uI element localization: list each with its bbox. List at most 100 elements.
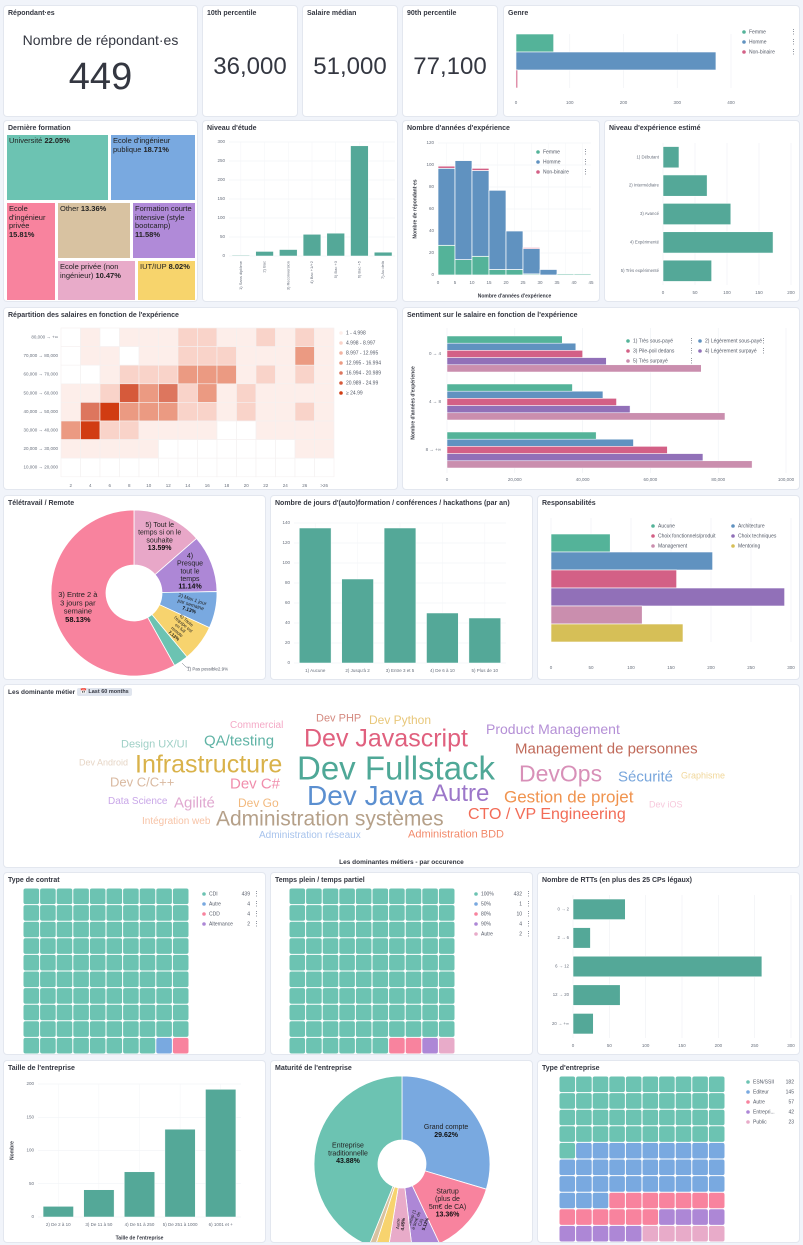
heatmap-cell[interactable] [216, 457, 237, 478]
heatmap-cell[interactable] [294, 383, 315, 403]
heatmap-cell[interactable] [119, 383, 140, 403]
heatmap-cell[interactable] [138, 402, 159, 422]
heatmap-cell[interactable] [99, 420, 120, 440]
treemap-cell[interactable]: IUT/IUP 8.02% [137, 260, 196, 301]
wordcloud-word[interactable]: Sécurité [618, 768, 674, 786]
heatmap-cell[interactable] [197, 402, 218, 422]
heatmap-cell[interactable] [158, 383, 179, 403]
heatmap-cell[interactable] [255, 383, 276, 403]
heatmap-cell[interactable] [294, 439, 315, 459]
legend-menu-icon[interactable]: ⋮ [797, 1089, 799, 1096]
heatmap-cell[interactable] [99, 327, 120, 347]
heatmap-cell[interactable] [80, 327, 101, 347]
heatmap-cell[interactable] [275, 457, 296, 478]
heatmap-cell[interactable] [197, 327, 218, 347]
wordcloud-word[interactable]: Graphisme [681, 770, 726, 781]
heatmap-cell[interactable] [80, 364, 101, 385]
heatmap-cell[interactable] [197, 420, 218, 440]
heatmap-cell[interactable] [99, 439, 120, 459]
heatmap-cell[interactable] [138, 439, 159, 459]
wordcloud-word[interactable]: Dev Javascript [304, 724, 468, 753]
heatmap-cell[interactable] [255, 327, 276, 347]
heatmap-cell[interactable] [177, 327, 198, 347]
heatmap-cell[interactable] [177, 346, 198, 366]
treemap-cell[interactable]: Ecole privée (non ingénieur) 10.47% [57, 260, 136, 301]
heatmap-cell[interactable] [275, 346, 296, 366]
heatmap-cell[interactable] [314, 327, 335, 347]
heatmap-cell[interactable] [236, 457, 257, 478]
heatmap-cell[interactable] [158, 346, 179, 366]
heatmap-cell[interactable] [80, 346, 101, 366]
heatmap-cell[interactable] [197, 457, 218, 478]
wordcloud-word[interactable]: Intégration web [142, 816, 211, 827]
treemap-cell[interactable]: Université 22.05% [6, 134, 109, 201]
wordcloud-word[interactable]: Commercial [230, 720, 284, 731]
legend-menu-icon[interactable]: ⋮ [525, 891, 532, 898]
legend-menu-icon[interactable]: ⋮ [688, 358, 695, 365]
time-range-badge[interactable]: 📅 Last 60 months [77, 688, 132, 696]
heatmap-cell[interactable] [138, 364, 159, 385]
wordcloud-word[interactable]: Administration systèmes [216, 807, 444, 831]
heatmap-cell[interactable] [275, 439, 296, 459]
heatmap-cell[interactable] [119, 402, 140, 422]
legend-menu-icon[interactable]: ⋮ [790, 49, 797, 56]
legend-menu-icon[interactable]: ⋮ [797, 1109, 799, 1116]
heatmap-cell[interactable] [255, 457, 276, 478]
wordcloud-word[interactable]: Dev Go [238, 796, 279, 810]
heatmap-cell[interactable] [255, 439, 276, 459]
wordcloud-word[interactable]: DevOps [519, 760, 603, 787]
treemap-cell[interactable]: Ecole d'ingénieur publique 18.71% [110, 134, 196, 201]
legend-menu-icon[interactable]: ⋮ [790, 29, 797, 36]
heatmap-cell[interactable] [314, 457, 335, 478]
heatmap-cell[interactable] [138, 457, 159, 478]
heatmap-cell[interactable] [119, 327, 140, 347]
wordcloud-word[interactable]: Design UX/UI [121, 738, 188, 751]
heatmap-cell[interactable] [236, 439, 257, 459]
heatmap-cell[interactable] [60, 327, 81, 347]
heatmap-cell[interactable] [60, 364, 81, 385]
legend-menu-icon[interactable]: ⋮ [760, 338, 767, 345]
heatmap-cell[interactable] [236, 327, 257, 347]
legend-menu-icon[interactable]: ⋮ [582, 159, 589, 166]
heatmap-cell[interactable] [177, 383, 198, 403]
heatmap-cell[interactable] [314, 420, 335, 440]
heatmap-cell[interactable] [294, 420, 315, 440]
wordcloud-word[interactable]: Infrastructure [135, 750, 283, 779]
heatmap-cell[interactable] [197, 439, 218, 459]
heatmap-cell[interactable] [158, 327, 179, 347]
heatmap-cell[interactable] [255, 402, 276, 422]
heatmap-cell[interactable] [138, 420, 159, 440]
heatmap-cell[interactable] [60, 457, 81, 478]
heatmap-cell[interactable] [216, 420, 237, 440]
legend-menu-icon[interactable]: ⋮ [760, 348, 767, 355]
heatmap-cell[interactable] [99, 457, 120, 478]
heatmap-cell[interactable] [60, 402, 81, 422]
heatmap-cell[interactable] [177, 420, 198, 440]
wordcloud-word[interactable]: Dev Fullstack [297, 749, 496, 787]
wordcloud-word[interactable]: Dev C/C++ [110, 774, 175, 790]
heatmap-cell[interactable] [119, 420, 140, 440]
heatmap-cell[interactable] [158, 439, 179, 459]
heatmap-cell[interactable] [236, 420, 257, 440]
heatmap-cell[interactable] [80, 457, 101, 478]
heatmap-cell[interactable] [216, 346, 237, 366]
heatmap-cell[interactable] [177, 457, 198, 478]
legend-menu-icon[interactable]: ⋮ [525, 921, 532, 928]
heatmap-cell[interactable] [138, 383, 159, 403]
heatmap-cell[interactable] [60, 383, 81, 403]
heatmap-cell[interactable] [216, 439, 237, 459]
heatmap-cell[interactable] [80, 439, 101, 459]
legend-menu-icon[interactable]: ⋮ [797, 1079, 799, 1086]
legend-menu-icon[interactable]: ⋮ [525, 931, 532, 938]
heatmap-cell[interactable] [236, 364, 257, 385]
heatmap-cell[interactable] [294, 364, 315, 385]
heatmap-cell[interactable] [158, 402, 179, 422]
heatmap-cell[interactable] [99, 402, 120, 422]
heatmap-cell[interactable] [177, 364, 198, 385]
heatmap-cell[interactable] [119, 364, 140, 385]
wordcloud-word[interactable]: Autre [432, 780, 490, 807]
heatmap-cell[interactable] [216, 402, 237, 422]
heatmap-cell[interactable] [80, 420, 101, 440]
heatmap-cell[interactable] [60, 346, 81, 366]
treemap-cell[interactable]: Formation courte intensive (style bootca… [132, 202, 196, 259]
